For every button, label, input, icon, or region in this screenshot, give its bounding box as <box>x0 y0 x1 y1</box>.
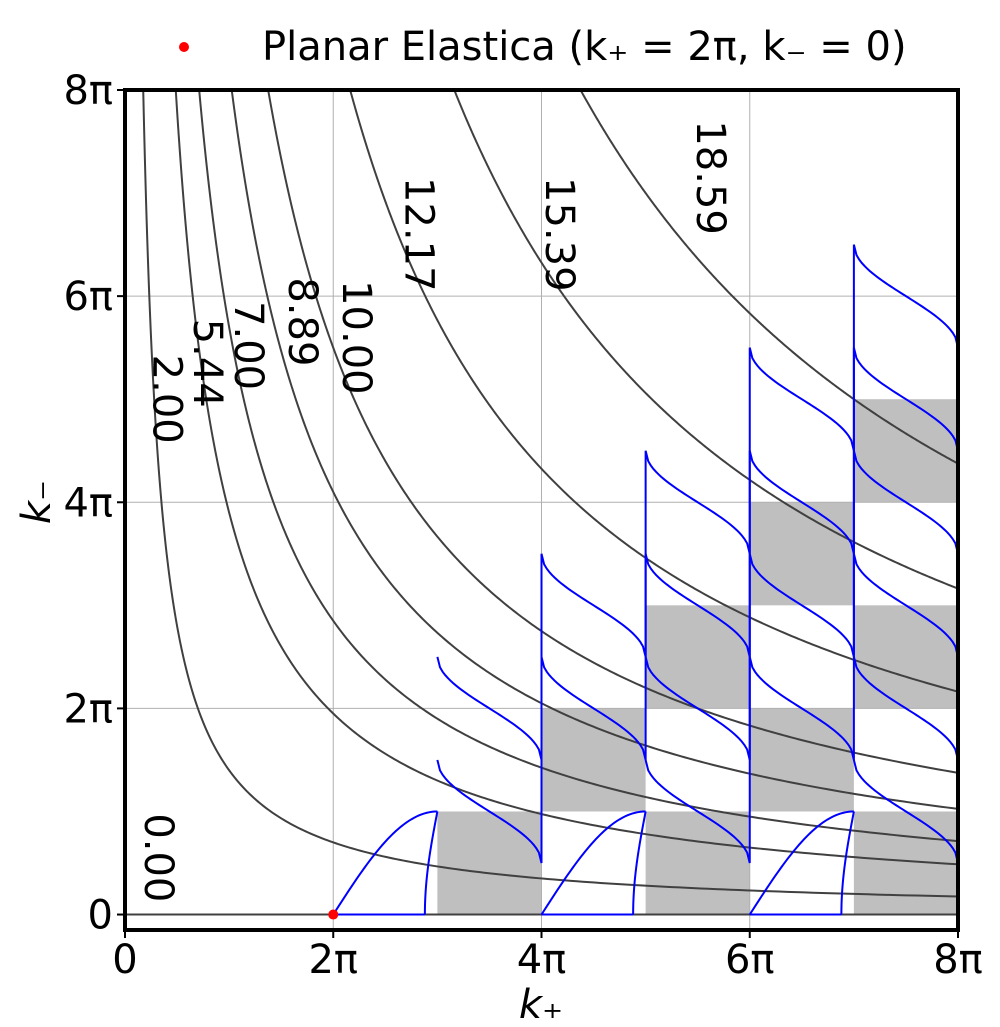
x-tick-label: 2π <box>308 937 358 983</box>
x-axis-label: k₊ <box>519 982 563 1027</box>
contour-label: 15.39 <box>536 177 582 292</box>
branch-curve <box>436 244 959 761</box>
legend-label: Planar Elastica (k₊ = 2π, k₋ = 0) <box>262 24 907 70</box>
x-tick-label: 6π <box>725 937 775 983</box>
x-tick-label: 8π <box>933 937 983 983</box>
contour-label: 5.44 <box>184 319 230 408</box>
y-tick-label: 2π <box>63 686 113 732</box>
shaded-square <box>645 605 750 709</box>
contour-labels: 0.00 2.005.447.00 8.89 10.00 12.17 15.39 18.59 <box>135 120 733 902</box>
contour-line <box>142 89 959 898</box>
contour-label: 2.00 <box>144 355 190 444</box>
contour-label: 0.00 <box>135 813 181 902</box>
marker-point <box>328 909 339 920</box>
shaded-square <box>541 708 646 812</box>
contour-label: 10.00 <box>333 280 379 395</box>
y-tick-label: 0 <box>88 893 113 939</box>
legend-marker <box>179 42 189 52</box>
contour-label: 12.17 <box>396 177 442 292</box>
branch-curve <box>423 811 439 915</box>
contour-line <box>198 89 959 843</box>
branch-curves <box>332 244 959 916</box>
x-tick-label: 4π <box>517 937 567 983</box>
shaded-square <box>749 502 854 606</box>
contour-line <box>267 89 959 774</box>
y-tick-label: 8π <box>63 68 113 114</box>
branch-curve <box>840 811 855 915</box>
shaded-square <box>437 811 542 915</box>
branch-curve <box>540 810 646 916</box>
branch-curve <box>632 811 647 915</box>
y-axis-label: k₋ <box>14 480 60 524</box>
shaded-square <box>749 708 854 812</box>
shaded-square <box>853 605 958 709</box>
contour-line <box>349 89 959 693</box>
branch-curve <box>852 656 959 761</box>
branch-curve <box>644 553 959 864</box>
branch-curve <box>332 810 438 916</box>
branch-curve <box>748 810 854 916</box>
marker-layer <box>328 909 339 920</box>
shaded-regions <box>437 399 958 915</box>
contour-label: 8.89 <box>279 277 325 366</box>
axis-ticks: 0 2π 4π 6π 8π 0 2π 4π 6π 8π <box>63 68 982 983</box>
branch-curve <box>644 450 959 761</box>
shaded-square <box>645 811 750 915</box>
contour-label: 7.00 <box>225 301 271 390</box>
contour-line <box>230 89 959 810</box>
shaded-square <box>853 399 958 503</box>
contour-line <box>579 89 959 465</box>
contour-label: 18.59 <box>687 120 733 235</box>
contour-line <box>453 89 959 590</box>
contour-line <box>174 89 959 866</box>
y-tick-label: 6π <box>63 274 113 320</box>
branch-curve <box>852 759 959 864</box>
x-tick-label: 0 <box>112 937 137 983</box>
y-tick-label: 4π <box>63 480 113 526</box>
legend: Planar Elastica (k₊ = 2π, k₋ = 0) <box>179 24 907 70</box>
branch-curve <box>436 347 959 864</box>
